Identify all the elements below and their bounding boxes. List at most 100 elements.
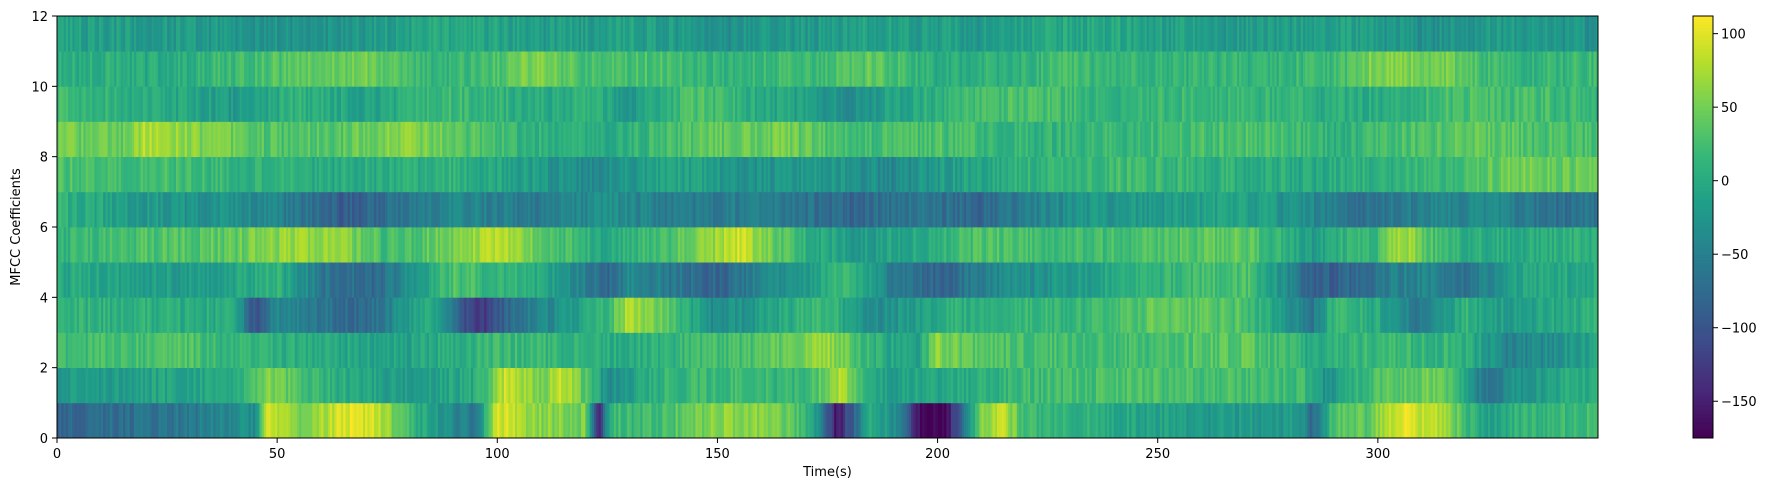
heat-cell xyxy=(303,227,307,263)
heat-cell xyxy=(473,227,476,263)
heat-cell xyxy=(924,227,927,263)
heat-cell xyxy=(1439,191,1443,228)
heat-cell xyxy=(1093,402,1097,439)
heat-cell xyxy=(741,367,745,404)
heat-cell xyxy=(944,367,947,404)
heat-cell xyxy=(1375,402,1379,439)
heat-cell xyxy=(664,262,668,298)
heat-cell xyxy=(1089,191,1093,228)
heat-cell xyxy=(1232,262,1236,298)
heat-cell xyxy=(1450,191,1454,228)
heat-cell xyxy=(1173,262,1176,298)
heat-cell xyxy=(204,402,208,439)
heat-cell xyxy=(1549,402,1553,439)
heat-cell xyxy=(134,262,137,298)
heat-cell xyxy=(917,367,921,404)
heat-cell xyxy=(805,332,809,369)
heat-cell xyxy=(68,297,71,333)
heat-cell xyxy=(525,191,529,228)
heat-cell xyxy=(1360,297,1363,333)
heat-cell xyxy=(1137,402,1141,439)
heat-cell xyxy=(316,262,320,298)
heat-cell xyxy=(1474,402,1478,439)
heat-cell xyxy=(785,262,789,298)
heat-cell xyxy=(1443,332,1447,369)
heat-cell xyxy=(1078,367,1082,404)
heat-cell xyxy=(318,402,322,439)
heat-cell xyxy=(270,367,274,404)
heat-cell xyxy=(1351,262,1354,298)
heat-cell xyxy=(296,191,300,228)
heat-cell xyxy=(646,332,650,369)
heat-cell xyxy=(1569,191,1572,228)
heat-cell xyxy=(184,402,188,439)
heat-cell xyxy=(404,227,408,263)
heat-cell xyxy=(779,367,782,404)
heat-cell xyxy=(765,191,769,228)
heat-cell xyxy=(411,367,414,404)
heat-cell xyxy=(1212,367,1216,404)
heat-cell xyxy=(398,227,401,263)
heat-cell xyxy=(235,156,238,193)
heat-cell xyxy=(1492,262,1495,298)
heat-cell xyxy=(801,402,804,439)
heat-cell xyxy=(935,191,938,228)
heat-cell xyxy=(1030,191,1033,228)
heat-cell xyxy=(550,191,553,228)
heat-cell xyxy=(459,227,463,263)
heat-cell xyxy=(1151,332,1154,369)
heat-cell xyxy=(972,332,976,369)
heat-cell xyxy=(1551,332,1555,369)
heat-cell xyxy=(312,227,315,263)
heat-cell xyxy=(517,262,520,298)
heat-cell xyxy=(147,332,150,369)
heat-cell xyxy=(622,297,626,333)
heat-cell xyxy=(803,332,806,369)
heat-cell xyxy=(1305,262,1308,298)
heat-cell xyxy=(948,297,952,333)
heat-cell xyxy=(946,402,949,439)
heat-cell xyxy=(422,227,425,263)
heat-cell xyxy=(134,227,137,263)
heat-cell xyxy=(961,332,965,369)
heat-cell xyxy=(1542,402,1546,439)
heat-cell xyxy=(721,332,725,369)
heat-cell xyxy=(677,262,681,298)
heat-cell xyxy=(633,191,637,228)
heat-cell xyxy=(1025,227,1029,263)
heat-cell xyxy=(1591,227,1594,263)
heat-cell xyxy=(369,227,373,263)
heat-cell xyxy=(426,367,430,404)
heat-cell xyxy=(915,227,919,263)
heat-cell xyxy=(206,402,210,439)
heat-cell xyxy=(224,262,227,298)
heat-cell xyxy=(393,332,397,369)
heat-cell xyxy=(550,297,553,333)
heat-cell xyxy=(1483,191,1487,228)
heat-cell xyxy=(1199,297,1203,333)
heat-cell xyxy=(532,191,536,228)
heat-cell xyxy=(765,227,769,263)
heat-cell xyxy=(550,402,553,439)
heat-cell xyxy=(774,367,778,404)
heat-cell xyxy=(1305,191,1308,228)
heat-cell xyxy=(1538,402,1542,439)
heat-cell xyxy=(635,262,639,298)
heat-cell xyxy=(719,332,723,369)
heat-cell xyxy=(651,227,654,263)
heat-cell xyxy=(534,227,538,263)
heat-cell xyxy=(897,227,901,263)
heat-cell xyxy=(415,191,419,228)
heat-cell xyxy=(1494,227,1498,263)
heat-cell xyxy=(596,332,599,369)
heat-cell xyxy=(1285,227,1288,263)
heat-cell xyxy=(1223,191,1227,228)
heat-cell xyxy=(875,297,879,333)
heat-cell xyxy=(796,402,800,439)
heat-cell xyxy=(922,227,925,263)
heat-cell xyxy=(1287,332,1291,369)
heat-cell xyxy=(193,156,197,193)
heat-cell xyxy=(552,191,555,228)
heat-cell xyxy=(1245,297,1249,333)
heat-cell xyxy=(1157,402,1161,439)
